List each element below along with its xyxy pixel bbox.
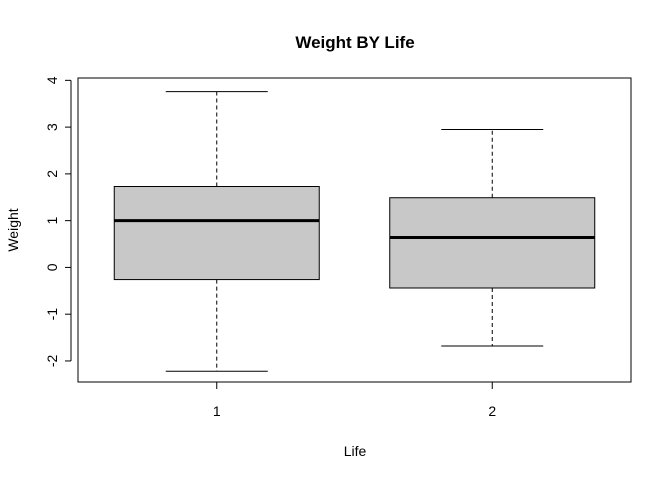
chart-title: Weight BY Life bbox=[295, 33, 414, 52]
y-tick-label: -1 bbox=[44, 308, 60, 321]
x-axis-label: Life bbox=[344, 443, 367, 459]
iqr-box bbox=[389, 197, 596, 289]
x-tick-label: 1 bbox=[213, 403, 221, 419]
y-tick-label: 2 bbox=[44, 170, 60, 178]
y-tick-label: 4 bbox=[44, 76, 60, 84]
box-group-1 bbox=[113, 91, 320, 372]
iqr-box bbox=[113, 186, 320, 281]
y-axis: -2 -1 0 1 2 3 4 bbox=[44, 76, 72, 368]
boxes-layer bbox=[113, 91, 596, 372]
y-tick-label: 0 bbox=[44, 263, 60, 271]
x-tick-label: 2 bbox=[488, 403, 496, 419]
y-tick-label: 3 bbox=[44, 123, 60, 131]
y-tick-label: -2 bbox=[44, 355, 60, 368]
y-tick-label: 1 bbox=[44, 217, 60, 225]
y-axis-label: Weight bbox=[5, 208, 21, 251]
box-group-2 bbox=[389, 128, 596, 347]
